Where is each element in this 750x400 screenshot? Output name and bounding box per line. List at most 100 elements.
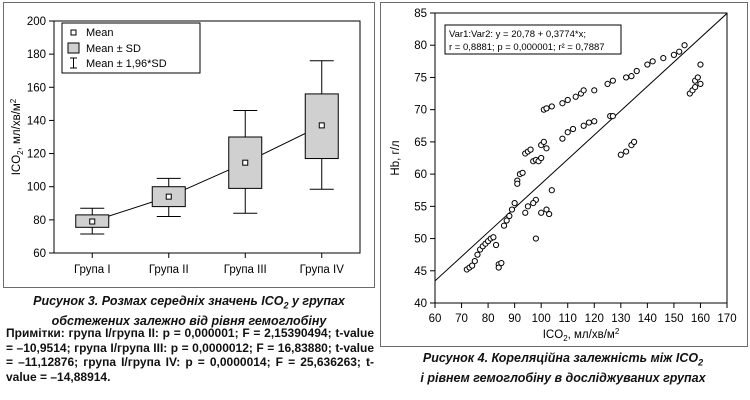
data-point [564,96,571,104]
y-tick-label: 80 [414,40,427,52]
x-tick-label: 60 [429,313,442,325]
y-tick-label: 200 [27,16,46,28]
data-point [559,135,566,142]
y-tick-label: 180 [27,49,46,61]
y-tick-label: 75 [414,72,427,84]
y-axis-label-unit: , мл/хв/м [11,103,23,150]
data-point [538,209,545,216]
x-axis-label-superscript: 2 [615,327,620,336]
y-tick-label: 120 [27,149,46,161]
regression-line [435,13,727,282]
data-point [469,262,476,269]
mean-marker [242,159,249,166]
data-point [519,169,526,176]
box-plot-panel: 60 80 100 120 140 160 180 200 ICO2, мл/хв/м2 Груп… [3,2,375,288]
legend-box [61,22,201,74]
data-point [474,251,481,258]
figure-3-caption-text: Рисунок 3. Розмах середніх значень ICO [33,294,284,308]
data-point [591,87,598,94]
y-tick-label: 50 [414,234,427,246]
y-tick-label: 140 [27,115,46,127]
x-tick-label: 90 [508,313,521,325]
data-point [628,73,635,80]
y-tick-label: 70 [414,105,427,117]
figure-3-caption-line-2: обстежених залежно від рівня гемоглобіну [51,313,327,328]
data-point [580,87,587,94]
data-point [580,122,587,129]
x-tick-label: Група III [224,264,267,276]
data-point [538,154,545,162]
data-point [543,206,550,213]
y-axis-label-base: ICO [11,155,23,176]
scatter-plot-panel: 40 45 50 55 60 65 70 75 80 85 60 70 80 90 100 110 120 130… [380,2,748,347]
data-point [548,103,555,110]
legend-mean-label: Mean [86,27,114,39]
plot-frame [434,12,728,304]
x-axis-label-subscript: 2 [563,334,568,343]
y-tick-label: 85 [414,8,427,20]
y-tick-label: 65 [414,137,427,149]
y-axis-label: Hb, г/л [390,140,402,175]
data-point [498,259,505,267]
mean-trend-line [92,124,322,222]
data-point [681,42,688,49]
annotation-line-2: r = 0,8881; p = 0,000001; r² = 0,7887 [449,42,605,53]
x-tick-label: 130 [611,313,630,325]
data-point [503,217,510,224]
data-point [546,210,553,218]
data-point [649,58,656,65]
data-point [532,235,539,242]
x-axis-label-base: ICO [543,329,564,341]
data-point [609,113,616,120]
data-point [514,180,521,187]
y-axis-label-subscript: 2 [16,150,25,155]
figure-4-caption-line-1: Рисунок 4. Кореляційна залежність між IC… [380,351,746,371]
data-point [492,241,500,249]
data-point [630,138,638,145]
figure-4-caption: Рисунок 4. Кореляційна залежність між IC… [380,351,746,386]
figure-3-caption-line-1: Рисунок 3. Розмах середніх значень ICO2 … [3,294,375,314]
x-tick-label: Група I [74,264,111,276]
x-tick-label: 170 [717,313,736,325]
x-tick-label: 150 [664,313,683,325]
x-tick-label: Група II [149,264,189,276]
plot-frame [53,20,361,254]
data-point [527,146,534,153]
data-point [506,212,513,220]
y-axis-label-superscript: 2 [9,98,18,103]
data-point [522,209,529,216]
data-point [697,80,704,87]
mean-marker [318,122,325,129]
data-point [543,105,550,112]
data-point [694,74,701,81]
x-tick-label: 70 [455,313,468,325]
data-point [604,80,611,87]
figure-4-caption-subscript: 2 [698,357,704,368]
data-point [591,118,598,125]
data-point [548,187,555,194]
data-point [623,148,630,155]
data-point [500,222,508,229]
data-point [692,84,699,91]
data-point [540,138,547,145]
figure-3-caption: Рисунок 3. Розмах середніх значень ICO2 … [3,294,375,329]
data-point [543,145,550,152]
data-point [495,264,502,271]
mean-marker [89,218,96,225]
data-point [572,93,579,100]
data-point [471,258,478,265]
figure-3-caption-text-end: у групах [288,294,345,308]
x-axis-label: ICO2, мл/хв/м2 [543,327,620,343]
legend-ci-label: Mean ± 1,96*SD [86,58,167,70]
data-point [609,77,616,84]
figure-3-notes: Примітки: група I/група II: p = 0,000001… [6,326,374,384]
x-tick-label: 110 [559,313,577,325]
data-point [644,61,651,68]
data-point [508,206,516,213]
annotation-box [444,24,622,55]
legend-mean-marker [70,29,77,36]
data-point [670,51,678,58]
data-point [564,129,571,136]
figure-4-caption-line-2: і рівнем гемоглобіну в досліджуваних гру… [420,370,706,385]
data-point [511,200,518,207]
